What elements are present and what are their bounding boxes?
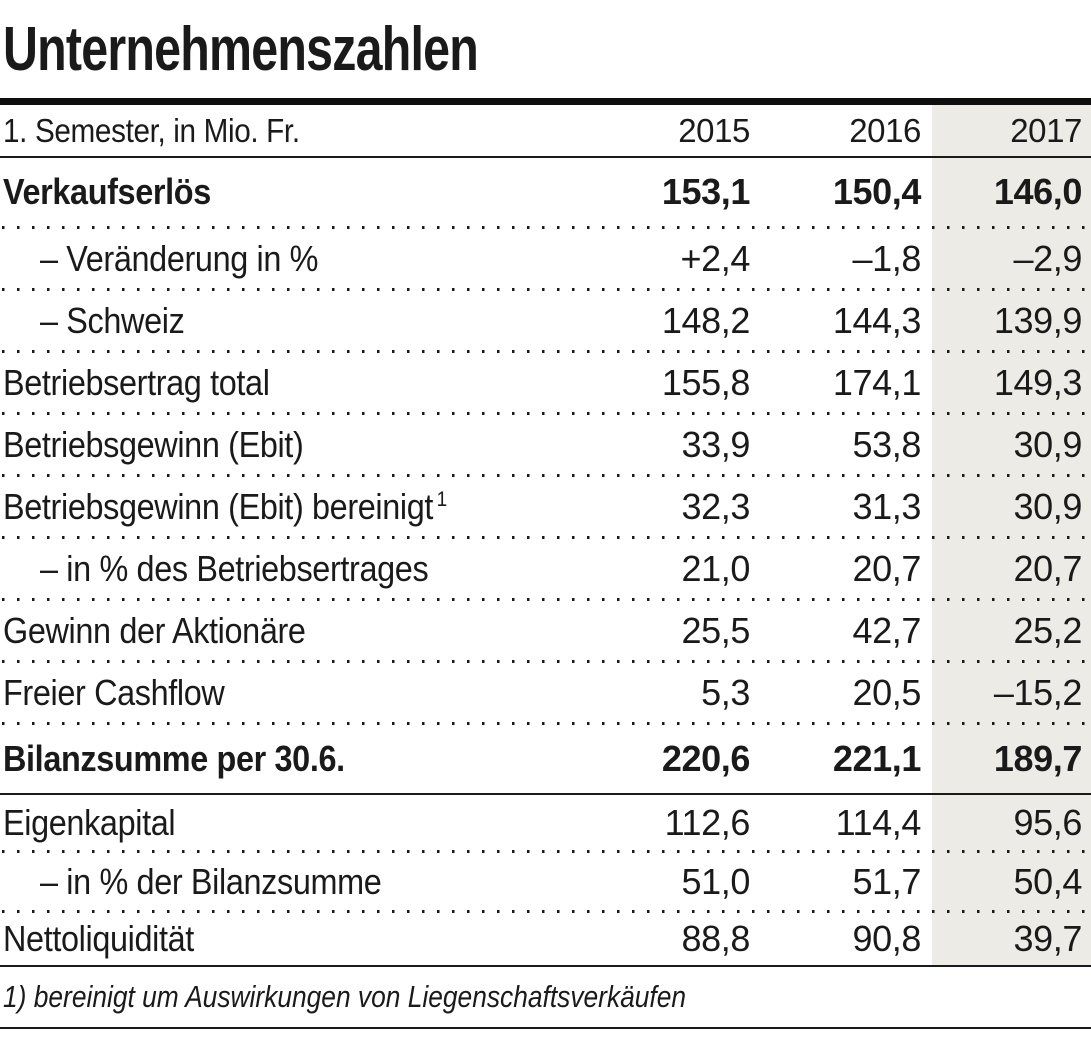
value-2016: 20,7 [852,547,922,589]
value-2016: 53,8 [852,423,922,465]
row-label: Bilanzsumme per 30.6. [3,738,345,779]
value-2017: 149,3 [993,361,1082,403]
table-row: – Schweiz 148,2 144,3 139,9 [0,291,1091,350]
row-label: – in % der Bilanzsumme [40,860,382,902]
header-divider [0,156,1091,158]
table-row: Betriebsgewinn (Ebit) 33,9 53,8 30,9 [0,415,1091,474]
value-2017: 95,6 [1013,801,1083,843]
dotted-divider [0,350,1091,353]
value-2017: 25,2 [1013,609,1083,651]
row-label: – in % des Betriebsertrages [40,547,429,589]
value-2015: +2,4 [680,237,751,279]
value-2017: 39,7 [1013,918,1083,959]
section-divider [0,793,1091,795]
value-2016: 221,1 [832,738,921,779]
value-2017: 50,4 [1013,860,1083,902]
table-row: Verkaufserlös 153,1 150,4 146,0 [0,158,1091,226]
dotted-divider [0,226,1091,229]
row-label: Freier Cashflow [3,671,225,713]
value-2016: 42,7 [852,609,922,651]
footnote-text: 1) bereinigt um Auswirkungen von Liegens… [3,979,687,1014]
value-2015: 32,3 [681,485,751,527]
table-header-row: 1. Semester, in Mio. Fr. 2015 2016 2017 [0,105,1091,156]
column-header-2015: 2015 [678,111,750,149]
value-2017: 30,9 [1013,485,1083,527]
value-2017: 146,0 [993,171,1082,212]
value-2016: 31,3 [852,485,922,527]
table-row: Eigenkapital 112,6 114,4 95,6 [0,795,1091,850]
table-row: Nettoliquidität 88,8 90,8 39,7 [0,913,1091,965]
value-2017: –2,9 [1013,237,1083,279]
table-row: Bilanzsumme per 30.6. 220,6 221,1 189,7 [0,725,1091,793]
value-2017: –15,2 [993,671,1082,713]
value-2016: 114,4 [835,801,922,843]
dotted-divider [0,598,1091,601]
row-label: Betriebsgewinn (Ebit) bereinigt 1 [0,486,600,528]
table-row: – Veränderung in % +2,4 –1,8 –2,9 [0,229,1091,288]
dotted-divider [0,474,1091,477]
value-2015: 5,3 [701,671,750,713]
value-2015: 21,0 [681,547,751,589]
value-2015: 153,1 [661,171,750,212]
value-2015: 51,0 [681,860,751,902]
footnote: 1) bereinigt um Auswirkungen von Liegens… [0,967,1091,1027]
value-2016: 150,4 [832,171,921,212]
title-bar: Unternehmenszahlen [0,0,1091,98]
value-2017: 139,9 [993,299,1082,341]
row-label: Nettoliquidität [3,918,194,959]
value-2015: 220,6 [661,738,750,779]
row-label-text: Betriebsgewinn (Ebit) bereinigt 1 [3,485,448,527]
table-row: Betriebsgewinn (Ebit) bereinigt 1 32,3 31… [0,477,1091,536]
value-2015: 148,2 [661,299,750,341]
value-2016: 90,8 [852,918,922,959]
bottom-rule [0,1027,1091,1029]
value-2016: 51,7 [852,860,922,902]
value-2015: 25,5 [681,609,751,651]
value-2016: 174,1 [832,361,921,403]
value-2015: 112,6 [664,801,751,843]
dotted-divider [0,536,1091,539]
table-row: Freier Cashflow 5,3 20,5 –15,2 [0,663,1091,722]
dotted-divider [0,288,1091,291]
row-label: Betriebsertrag total [3,361,270,403]
footnote-divider [0,965,1091,967]
column-header-2017: 2017 [1010,111,1082,149]
row-label: Gewinn der Aktionäre [3,609,306,651]
row-label: – Veränderung in % [40,237,319,279]
row-label: Eigenkapital [3,801,176,843]
row-label: Betriebsgewinn (Ebit) [3,423,304,465]
value-2015: 33,9 [681,423,751,465]
value-2017: 189,7 [993,738,1082,779]
dotted-divider [0,722,1091,725]
row-label: – Schweiz [40,299,185,341]
dotted-divider [0,850,1091,853]
value-2015: 155,8 [661,361,750,403]
value-2016: 20,5 [852,671,922,713]
row-label: Verkaufserlös [3,171,211,212]
value-2015: 88,8 [681,918,751,959]
value-2016: –1,8 [852,237,922,279]
page-title: Unternehmenszahlen [3,14,479,84]
table-row: Gewinn der Aktionäre 25,5 42,7 25,2 [0,601,1091,660]
dotted-divider [0,910,1091,913]
column-header-2016: 2016 [849,111,921,149]
unit-label: 1. Semester, in Mio. Fr. [3,111,300,149]
table-top-rule [0,98,1091,105]
value-2016: 144,3 [832,299,921,341]
table-row: Betriebsertrag total 155,8 174,1 149,3 [0,353,1091,412]
table-row: – in % der Bilanzsumme 51,0 51,7 50,4 [0,853,1091,910]
footnote-marker: 1 [436,487,448,511]
value-2017: 30,9 [1013,423,1083,465]
value-2017: 20,7 [1013,547,1083,589]
dotted-divider [0,412,1091,415]
table-row: – in % des Betriebsertrages 21,0 20,7 20… [0,539,1091,598]
dotted-divider [0,660,1091,663]
